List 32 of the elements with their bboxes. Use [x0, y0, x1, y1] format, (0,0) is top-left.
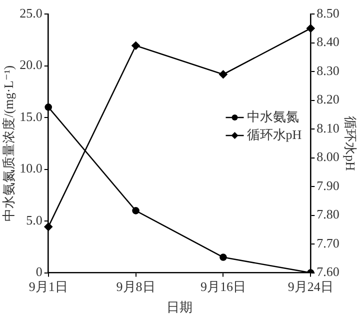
point [132, 207, 140, 214]
y-tick-label: 10.0 [20, 160, 42, 176]
y2-tick-label: 8.40 [316, 34, 340, 50]
y-axis-title: 中水氨氮质量浓度/(mg·L⁻¹) [1, 65, 16, 222]
y2-tick-label: 7.90 [316, 178, 340, 193]
legend-label: 循环水pH [246, 126, 302, 142]
y-tick-label: 25.0 [20, 5, 42, 20]
point [219, 70, 228, 79]
x-tick-label: 9月1日 [28, 279, 68, 294]
y-tick-label: 0 [36, 264, 42, 280]
y-tick-label: 15.0 [20, 108, 42, 124]
point [132, 41, 140, 50]
y2-tick-label: 7.70 [316, 235, 340, 250]
y2-tick-label: 7.60 [316, 264, 340, 280]
point [306, 24, 315, 33]
legend-label: 中水氨氮 [246, 108, 299, 124]
y2-tick-label: 8.10 [316, 120, 340, 136]
point [44, 222, 52, 231]
y2-tick-label: 8.30 [316, 62, 340, 78]
y2-tick-label: 7.80 [316, 206, 340, 222]
x-tick-label: 9月16日 [200, 279, 246, 294]
point [44, 104, 52, 111]
point [220, 254, 227, 261]
x-tick-label: 9月24日 [288, 279, 334, 294]
y2-tick-label: 8.50 [316, 5, 340, 20]
y2-tick-label: 8.20 [316, 92, 340, 107]
y-tick-label: 20.0 [20, 57, 42, 72]
x-axis-title: 日期 [166, 300, 192, 315]
y2-axis-title: 循环水pH [342, 116, 358, 171]
x-tick-label: 9月8日 [116, 279, 156, 294]
y2-tick-label: 8.00 [316, 149, 340, 164]
y-tick-label: 5.0 [26, 212, 42, 228]
